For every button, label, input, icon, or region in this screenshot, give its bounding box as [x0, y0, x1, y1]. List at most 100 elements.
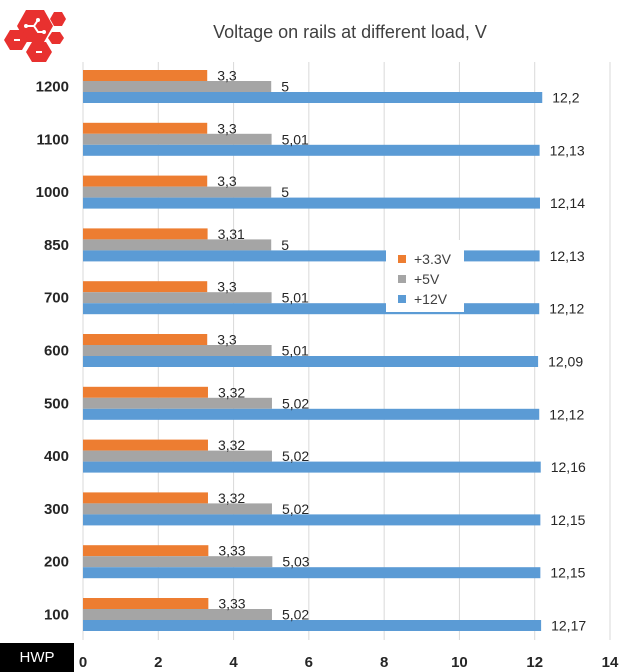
bar-33v	[83, 175, 208, 187]
bar-33v	[83, 598, 209, 609]
bar-33v	[83, 439, 208, 451]
bar-5v	[83, 186, 272, 198]
y-tick-label: 400	[44, 448, 69, 465]
bar-33v	[83, 228, 208, 240]
bar-12v	[83, 567, 541, 579]
data-label: 3,3	[217, 68, 237, 84]
y-tick-label: 1000	[36, 184, 69, 201]
data-label: 3,32	[218, 490, 245, 506]
legend-swatch	[398, 275, 406, 283]
bar-12v	[83, 197, 540, 209]
bar-12v	[83, 303, 540, 315]
bar-5v	[83, 450, 272, 462]
data-label: 3,32	[218, 384, 245, 400]
data-labels: 3,3 5 12,2 3,3 5,01 12,13 3,3 5 12,14 3,31 5 12,13 3…	[217, 68, 586, 634]
bar-5v	[83, 133, 272, 145]
data-label: 3,32	[218, 437, 245, 453]
data-label: 5,02	[282, 501, 309, 517]
data-label: 3,3	[217, 173, 237, 189]
bar-12v	[83, 356, 539, 367]
data-label: 5,02	[282, 607, 309, 623]
y-tick-label: 1200	[36, 79, 69, 96]
data-label: 5,02	[282, 395, 309, 411]
bar-5v	[83, 609, 272, 620]
legend-label: +12V	[414, 291, 448, 307]
y-axis-ticks: 1200 1100 1000 850 700 600 500 400 300 200 100	[36, 79, 69, 624]
bar-33v	[83, 545, 209, 557]
bar-33v	[83, 281, 208, 293]
bar-5v	[83, 345, 272, 356]
bar-33v	[83, 122, 208, 134]
x-tick-label: 10	[451, 654, 468, 671]
data-label: 12,16	[551, 459, 586, 475]
y-tick-label: 850	[44, 237, 69, 254]
data-label: 5,01	[282, 290, 309, 306]
bar-12v	[83, 514, 541, 526]
x-tick-label: 12	[526, 654, 543, 671]
y-tick-label: 200	[44, 554, 69, 571]
data-label: 12,12	[549, 406, 584, 422]
logo-icon	[4, 10, 66, 62]
bar-33v	[83, 70, 208, 81]
y-tick-label: 1100	[36, 131, 69, 148]
y-tick-label: 600	[44, 343, 69, 360]
x-tick-label: 4	[229, 654, 238, 671]
data-label: 3,3	[217, 332, 237, 348]
data-label: 3,3	[217, 279, 237, 295]
legend-label: +5V	[414, 271, 440, 287]
bar-5v	[83, 292, 272, 304]
data-label: 3,33	[218, 543, 245, 559]
data-label: 12,09	[548, 354, 583, 370]
x-tick-label: 2	[154, 654, 162, 671]
data-label: 5,03	[282, 554, 309, 570]
legend-swatch	[398, 295, 406, 303]
data-label: 12,14	[550, 195, 585, 211]
bar-5v	[83, 556, 273, 568]
data-label: 5,01	[282, 343, 309, 359]
y-tick-label: 300	[44, 501, 69, 518]
bars	[83, 70, 543, 631]
y-tick-label: 100	[44, 607, 69, 624]
bar-5v	[83, 397, 272, 409]
bar-12v	[83, 92, 543, 103]
bar-5v	[83, 239, 272, 251]
data-label: 3,33	[218, 596, 245, 612]
data-label: 12,12	[549, 301, 584, 317]
y-tick-label: 700	[44, 290, 69, 307]
x-tick-label: 14	[602, 654, 619, 671]
data-label: 5,01	[282, 131, 309, 147]
data-label: 12,13	[550, 142, 585, 158]
data-label: 3,3	[217, 120, 237, 136]
bar-12v	[83, 620, 542, 631]
data-label: 12,2	[552, 90, 579, 106]
bar-5v	[83, 81, 272, 92]
bar-12v	[83, 461, 541, 473]
bar-33v	[83, 386, 208, 398]
data-label: 12,17	[551, 618, 586, 634]
data-label: 12,15	[550, 512, 585, 528]
data-label: 3,31	[218, 226, 245, 242]
y-tick-label: 500	[44, 395, 69, 412]
data-label: 12,15	[550, 565, 585, 581]
bar-12v	[83, 250, 540, 262]
legend: +3.3V +5V +12V	[386, 240, 464, 312]
data-label: 12,13	[550, 248, 585, 264]
bar-12v	[83, 408, 540, 420]
x-axis-ticks: 0 2 4 6 8 10 12 14	[79, 654, 619, 671]
data-label: 5	[281, 79, 289, 95]
legend-label: +3.3V	[414, 251, 452, 267]
x-tick-label: 0	[79, 654, 87, 671]
data-label: 5	[281, 237, 289, 253]
legend-swatch	[398, 255, 406, 263]
bar-33v	[83, 334, 208, 345]
bar-12v	[83, 144, 540, 156]
data-label: 5	[281, 184, 289, 200]
bar-5v	[83, 503, 272, 515]
chart-title: Voltage on rails at different load, V	[213, 22, 487, 42]
x-tick-label: 6	[305, 654, 313, 671]
x-tick-label: 8	[380, 654, 388, 671]
watermark: HWP	[0, 643, 74, 672]
data-label: 5,02	[282, 448, 309, 464]
bar-33v	[83, 492, 208, 504]
